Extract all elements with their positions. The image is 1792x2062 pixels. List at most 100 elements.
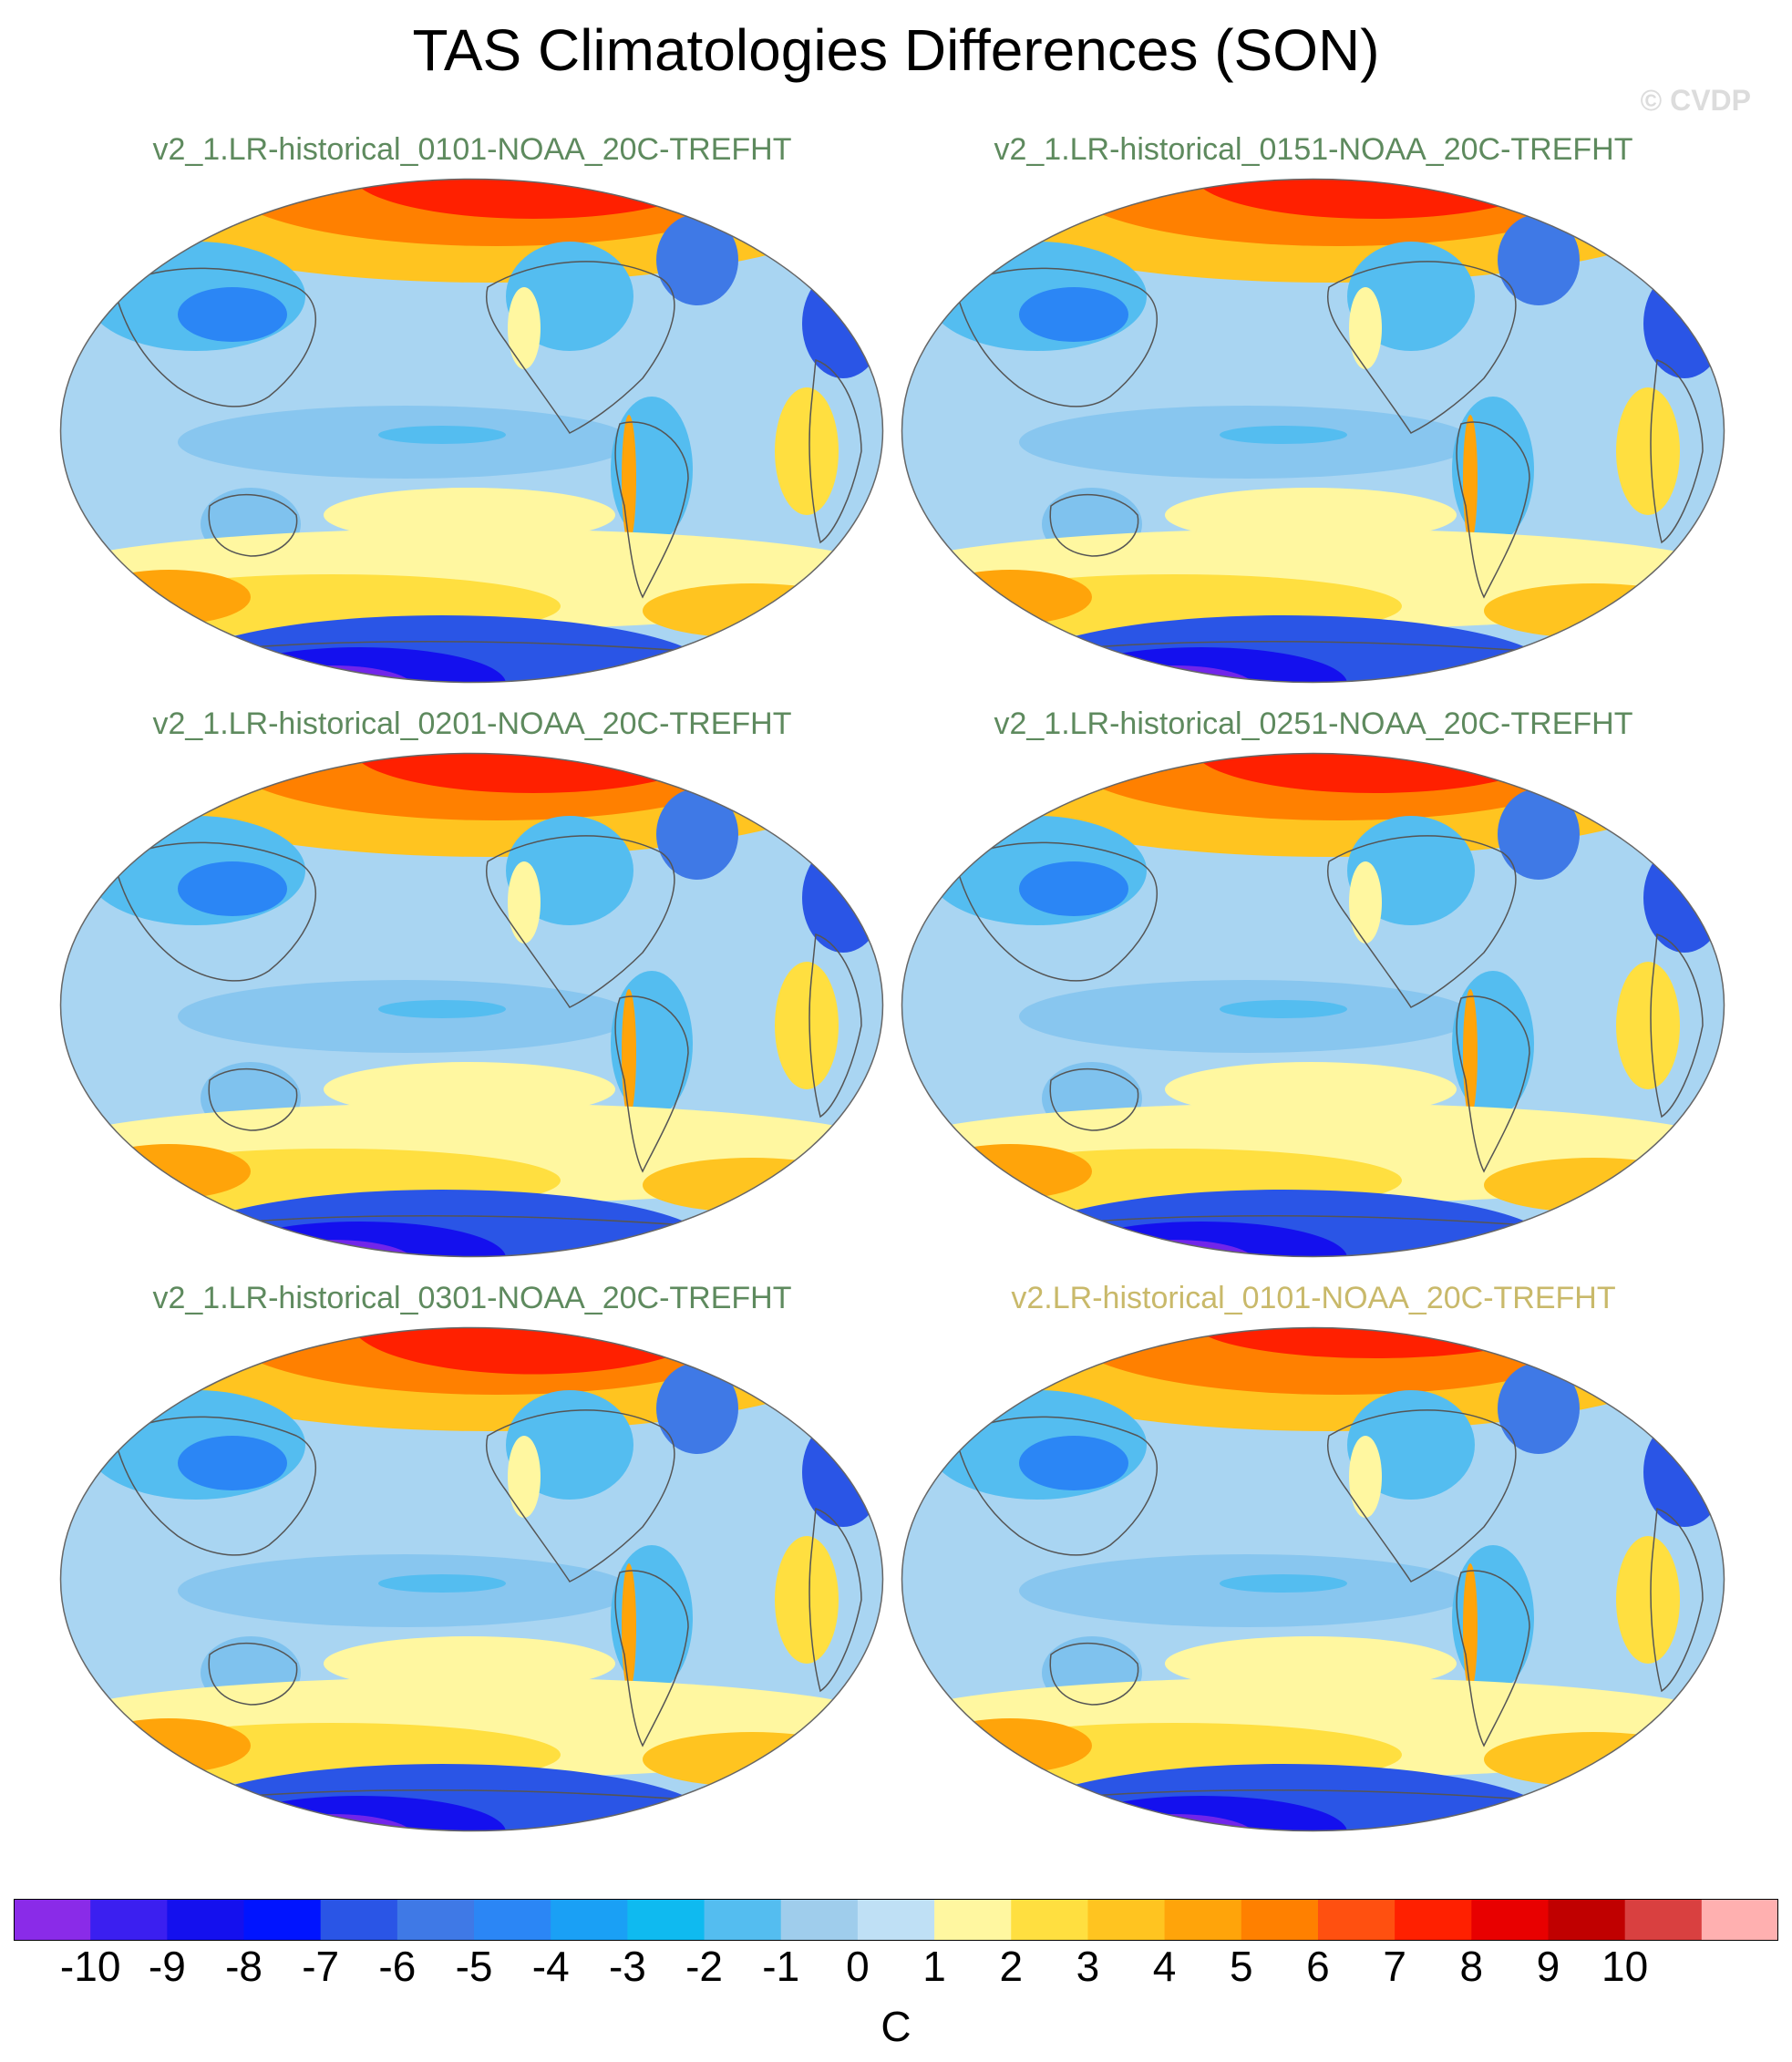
south-atlantic-warm: [775, 962, 839, 1089]
colorbar-segment: [90, 1899, 168, 1941]
north-america-coastline: [486, 1409, 675, 1583]
andes-warm-strip: [622, 1563, 636, 1691]
colorbar-tick-label: 1: [922, 1943, 946, 1990]
asia-cold-patch: [178, 287, 287, 342]
colorbar-tick-label: -1: [762, 1943, 800, 1990]
colorbar-tick-label: -6: [378, 1943, 417, 1990]
chart-title: TAS Climatologies Differences (SON): [412, 17, 1380, 83]
colorbar-tick-label: -7: [302, 1943, 340, 1990]
asia-cold-patch: [178, 1436, 287, 1490]
australia-coastline: [1049, 1643, 1139, 1706]
equatorial-cool-tongue: [1220, 426, 1347, 444]
colorbar-segment: [780, 1899, 859, 1941]
south-pacific-warm-tongue: [324, 1636, 615, 1691]
southern-ocean-orange-east: [1484, 1732, 1703, 1787]
colorbar-segment: [1087, 1899, 1166, 1941]
colorbar-tick-label: -2: [685, 1943, 724, 1990]
equatorial-cool-tongue: [1220, 1000, 1347, 1018]
southern-ocean-orange-west: [928, 570, 1092, 624]
california-warm-strip: [1349, 861, 1382, 943]
southern-ocean-orange-west: [87, 1144, 251, 1199]
colorbar-tick-label: -5: [455, 1943, 493, 1990]
southern-ocean-orange-west: [928, 1144, 1092, 1199]
southern-ocean-orange-west: [928, 1718, 1092, 1773]
california-warm-strip: [508, 287, 541, 369]
panel-title: v2_1.LR-historical_0251-NOAA_20C-TREFHT: [994, 706, 1633, 741]
equatorial-cool-tongue: [1220, 1574, 1347, 1593]
california-warm-strip: [508, 861, 541, 943]
labrador-cold-patch: [1498, 1363, 1580, 1454]
colorbar-tick-label: -9: [148, 1943, 186, 1990]
california-warm-strip: [508, 1436, 541, 1518]
andes-warm-strip: [1463, 1563, 1478, 1691]
map-outline: [901, 1326, 1725, 1832]
australia-coastline: [1049, 1068, 1139, 1131]
south-atlantic-warm: [775, 1536, 839, 1664]
global-map: [59, 178, 884, 684]
map-outline: [59, 752, 884, 1258]
africa-coastline: [1650, 933, 1704, 1119]
north-america-coastline: [1327, 1409, 1517, 1583]
colorbar-tick-label: -8: [225, 1943, 263, 1990]
south-america-coastline: [1456, 1570, 1530, 1748]
colorbar-tick-label: 8: [1459, 1943, 1484, 1990]
colorbar: [14, 1899, 1778, 1941]
labrador-cold-patch: [656, 214, 738, 305]
colorbar-segment: [1471, 1899, 1549, 1941]
colorbar-segment: [243, 1899, 322, 1941]
south-atlantic-warm: [1616, 387, 1680, 515]
africa-coastline: [808, 933, 862, 1119]
cvdp-watermark: © CVDP: [1640, 84, 1751, 117]
south-pacific-warm-tongue: [1165, 488, 1457, 542]
australia-coastline: [1049, 494, 1139, 557]
south-america-coastline: [1456, 995, 1530, 1173]
map-outline: [59, 1326, 884, 1832]
north-america-coastline: [486, 835, 675, 1008]
colorbar-tick-label: 7: [1383, 1943, 1406, 1990]
africa-coastline: [1650, 358, 1704, 544]
map-outline: [901, 752, 1725, 1258]
asia-cold-patch: [1019, 861, 1128, 916]
panel-title: v2.LR-historical_0101-NOAA_20C-TREFHT: [1011, 1281, 1616, 1315]
andes-warm-strip: [1463, 989, 1478, 1117]
colorbar-segment: [1164, 1899, 1242, 1941]
global-map: [901, 1326, 1725, 1832]
california-warm-strip: [1349, 1436, 1382, 1518]
colorbar-tick-label: 6: [1306, 1943, 1330, 1990]
south-america-coastline: [614, 1570, 689, 1748]
southern-ocean-orange-east: [643, 583, 861, 638]
map-outline: [59, 178, 884, 684]
colorbar-tick-label: 3: [1076, 1943, 1100, 1990]
south-america-coastline: [614, 421, 689, 599]
labrador-cold-patch: [1498, 214, 1580, 305]
panel-title: v2_1.LR-historical_0201-NOAA_20C-TREFHT: [152, 706, 792, 741]
africa-coastline: [808, 1507, 862, 1693]
labrador-cold-patch: [1498, 789, 1580, 880]
asia-cold-patch: [1019, 1436, 1128, 1490]
south-america-coastline: [614, 995, 689, 1173]
south-atlantic-warm: [1616, 1536, 1680, 1664]
eurasia-coastline: [954, 841, 1159, 982]
equatorial-cool-tongue: [378, 426, 506, 444]
global-map: [59, 1326, 884, 1832]
eurasia-coastline: [954, 1416, 1159, 1556]
southern-ocean-orange-east: [643, 1158, 861, 1212]
panel-title: v2_1.LR-historical_0301-NOAA_20C-TREFHT: [152, 1281, 792, 1315]
colorbar-tick-label: -4: [531, 1943, 570, 1990]
south-atlantic-warm: [1616, 962, 1680, 1089]
colorbar-segment: [627, 1899, 705, 1941]
labrador-cold-patch: [656, 1363, 738, 1454]
colorbar-tick-label: 0: [846, 1943, 870, 1990]
labrador-cold-patch: [656, 789, 738, 880]
asia-cold-patch: [1019, 287, 1128, 342]
colorbar-tick-label: 9: [1536, 1943, 1560, 1990]
colorbar-segment: [1395, 1899, 1472, 1941]
colorbar-segment: [1624, 1899, 1703, 1941]
colorbar-segment: [167, 1899, 245, 1941]
panel-title: v2_1.LR-historical_0101-NOAA_20C-TREFHT: [152, 132, 792, 167]
colorbar-tick-label: 10: [1601, 1943, 1649, 1990]
eurasia-coastline: [113, 841, 317, 982]
south-pacific-warm-tongue: [324, 488, 615, 542]
eurasia-coastline: [113, 1416, 317, 1556]
southern-ocean-orange-west: [87, 570, 251, 624]
